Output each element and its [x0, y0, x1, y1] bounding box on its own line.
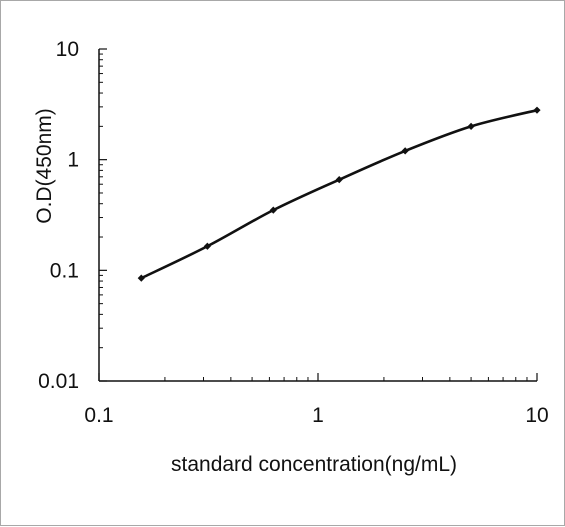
x-tick-label: 0.1 — [84, 404, 113, 427]
x-axis: 0.1 1 10 — [84, 373, 549, 427]
series-line — [139, 108, 539, 280]
x-tick-label: 1 — [312, 404, 324, 427]
y-axis: 0.01 0.1 1 10 — [38, 38, 107, 393]
data-point — [467, 122, 475, 130]
x-tick-label: 10 — [525, 404, 548, 427]
data-point — [401, 147, 409, 155]
x-axis-label: standard concentration(ng/mL) — [171, 453, 457, 476]
data-point — [533, 106, 541, 114]
data-point — [137, 274, 145, 282]
y-tick-label: 0.1 — [50, 259, 79, 282]
data-point — [335, 176, 343, 184]
y-tick-label: 0.01 — [38, 370, 79, 393]
series-layer — [137, 106, 541, 282]
y-tick-label: 10 — [56, 38, 79, 61]
y-axis-label: O.D(450nm) — [33, 108, 56, 224]
data-point — [203, 242, 211, 250]
data-point — [269, 206, 277, 214]
y-tick-label: 1 — [67, 149, 79, 172]
